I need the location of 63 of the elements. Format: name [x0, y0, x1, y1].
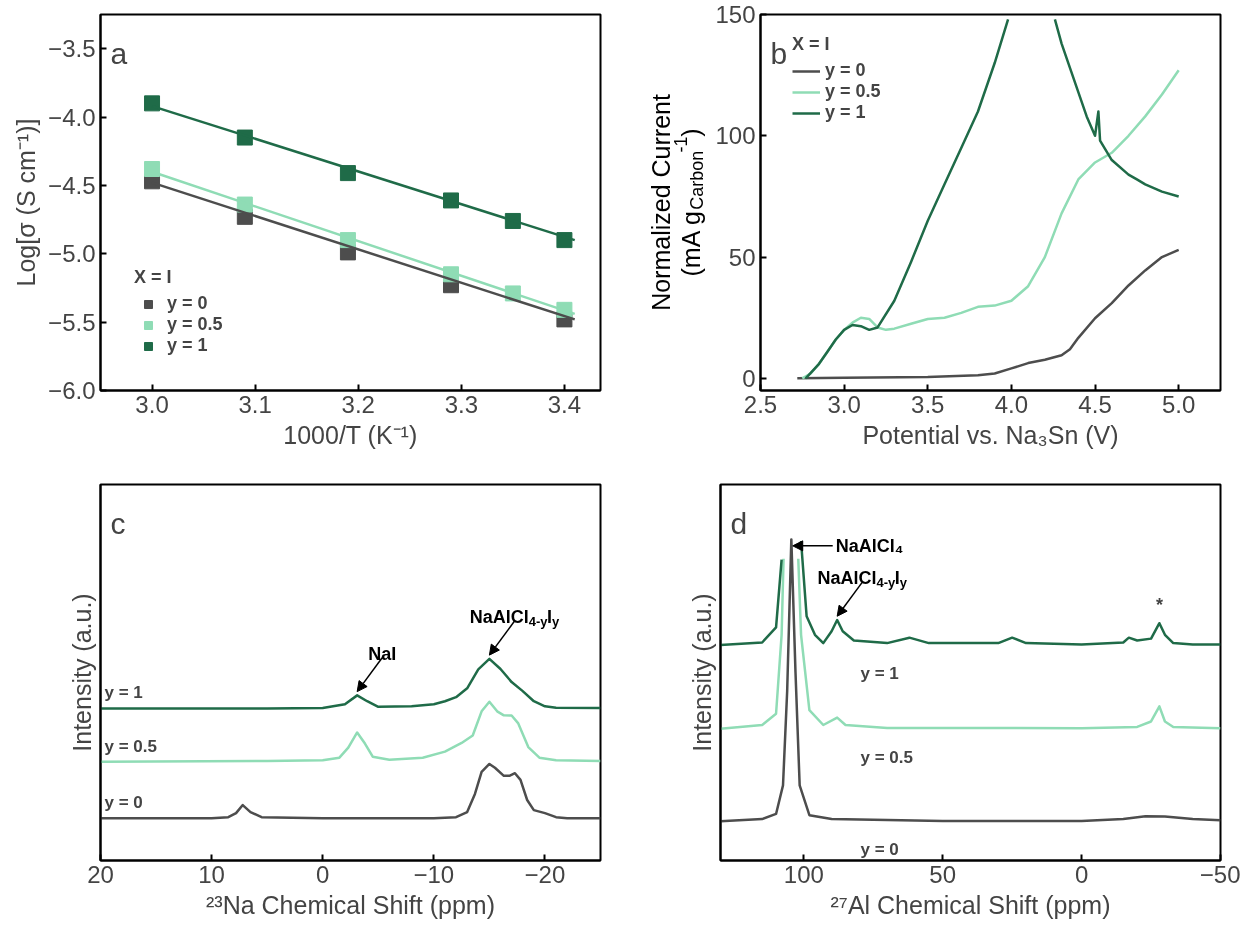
x-tick-label: 0	[316, 860, 330, 888]
x-tick-label: 3.0	[827, 390, 861, 418]
annotation: b	[770, 36, 788, 70]
x-tick-label: 0	[1074, 860, 1089, 888]
x-tick-label: 5.0	[1162, 390, 1196, 418]
y-tick-label: 50	[728, 243, 756, 271]
y-tick-label: −4.0	[48, 103, 96, 131]
legend-label: y = 0.5	[167, 314, 223, 335]
y-tick-label: −3.5	[48, 35, 96, 63]
legend-label: y = 0	[167, 293, 208, 314]
x-tick-label: 20	[87, 860, 114, 888]
y-tick-label: 0	[742, 364, 756, 392]
annotation: NaAlCl₄	[835, 535, 904, 556]
line-series	[796, 248, 1180, 380]
x-tick-label: 2.5	[743, 390, 778, 418]
annotation: *	[1155, 595, 1163, 616]
series-label: y = 0	[860, 840, 899, 860]
legend-title: X = I	[134, 267, 173, 288]
series-label: y = 1	[104, 683, 143, 703]
x-tick-label: −20	[524, 860, 566, 888]
annotation: a	[110, 36, 128, 70]
x-tick-label: 3.2	[341, 390, 375, 418]
series-label: y = 0.5	[860, 747, 913, 767]
x-tick-label: 3.3	[444, 390, 479, 418]
point	[236, 129, 253, 146]
x-axis-title: ²³Na Chemical Shift (ppm)	[206, 890, 495, 919]
legend-label: y = 1	[167, 335, 208, 356]
x-axis-title: ²⁷Al Chemical Shift (ppm)	[830, 890, 1111, 919]
x-axis-title: 1000/T (K⁻¹)	[283, 420, 418, 449]
text: c	[110, 506, 126, 540]
point	[443, 192, 460, 209]
y-tick-label: −5.5	[48, 308, 96, 336]
y-tick-label: −6.0	[48, 377, 96, 404]
series-label: y = 0.5	[104, 736, 157, 756]
x-tick-label: 4.5	[1078, 390, 1112, 418]
series-label: y = 0	[104, 793, 143, 813]
x-tick-label: 10	[198, 860, 225, 888]
legend-label: y = 0	[825, 60, 866, 81]
x-tick-label: 3.0	[135, 390, 169, 418]
point	[144, 95, 161, 112]
y-axis-title: Log[σ (S cm⁻¹)]	[12, 118, 41, 287]
y-tick-label: 150	[715, 1, 756, 28]
x-axis-title: Potential vs. Na₃Sn (V)	[862, 420, 1119, 449]
legend-label: y = 1	[825, 102, 866, 123]
y-tick-label: −5.0	[48, 240, 96, 268]
legend-label: y = 0.5	[825, 81, 881, 102]
y-axis-title: Intensity (a.u.)	[67, 593, 96, 752]
x-tick-label: 3.5	[911, 390, 945, 418]
x-tick-label: −10	[413, 860, 455, 888]
x-tick-label: 3.1	[238, 390, 272, 418]
x-tick-label: −50	[1199, 860, 1241, 888]
annotation: NaI	[368, 643, 397, 664]
annotation: d	[730, 506, 748, 540]
y-tick-label: −4.5	[48, 171, 96, 199]
y-tick-label: 100	[715, 122, 756, 150]
series-label: y = 1	[860, 664, 899, 684]
x-tick-label: 100	[783, 860, 824, 888]
x-tick-label: 3.4	[547, 390, 582, 418]
point	[144, 161, 161, 177]
x-tick-label: 4.0	[994, 390, 1029, 418]
x-tick-label: 50	[929, 860, 957, 888]
y-axis-title: Intensity (a.u.)	[687, 593, 716, 752]
legend-title: X = I	[792, 34, 831, 55]
